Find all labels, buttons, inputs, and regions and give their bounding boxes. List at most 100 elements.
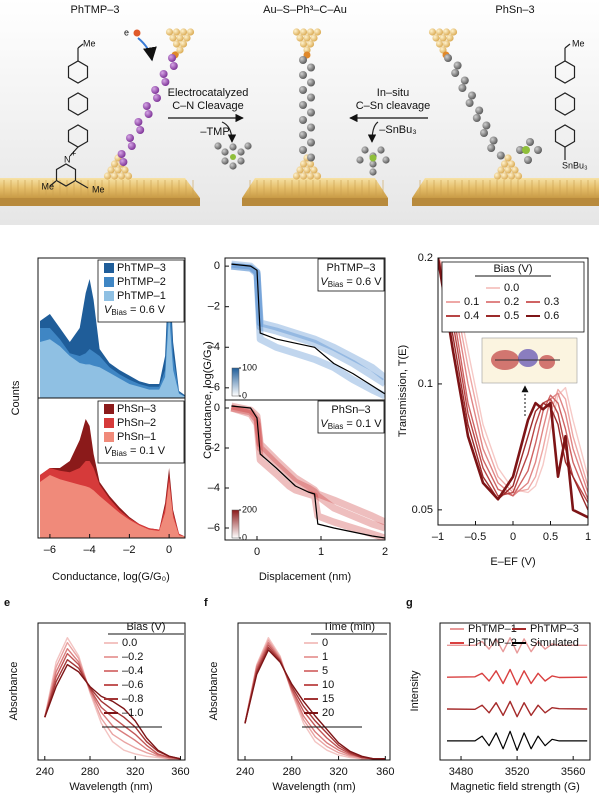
atom-label: + <box>71 148 76 158</box>
colorbar <box>231 367 240 397</box>
atom-label: Me <box>92 184 105 194</box>
legend-label: 0.4 <box>464 310 479 322</box>
y-axis-label: Intensity <box>409 670 421 711</box>
atom <box>313 172 322 180</box>
bias-subscript: Bias <box>111 308 127 317</box>
atom <box>299 160 308 168</box>
atom <box>169 62 178 70</box>
leaving-arrow <box>367 121 379 143</box>
line <box>438 258 588 519</box>
gold-slab <box>242 178 388 198</box>
atom <box>442 28 451 36</box>
atom-label: SnBu₃ <box>562 160 588 170</box>
axes-frame <box>224 399 386 541</box>
atom <box>496 151 505 160</box>
axes-frame <box>37 622 186 761</box>
tin <box>369 154 377 162</box>
legend-label: 0.2 <box>504 296 519 308</box>
legend-label: 0.1 <box>464 296 479 308</box>
atom <box>299 40 308 48</box>
x-tick-label: –1 <box>432 531 444 543</box>
plot-area <box>230 402 385 540</box>
atom <box>176 34 184 42</box>
plot-area <box>40 262 185 398</box>
atom <box>179 40 188 48</box>
atom <box>369 160 377 168</box>
atom <box>303 34 311 42</box>
x-tick-label: –0.5 <box>465 531 486 543</box>
y-axis-label: Absorbance <box>8 662 20 721</box>
line <box>231 262 385 387</box>
electron-label: e <box>124 27 129 37</box>
bias-value: = 0.6 V <box>127 304 166 316</box>
atom <box>307 153 315 162</box>
axes-frame <box>439 622 591 761</box>
plot-area <box>244 637 386 760</box>
atom <box>361 146 369 154</box>
atom <box>142 102 151 110</box>
atom <box>468 91 476 100</box>
legend-label: 20 <box>322 707 334 719</box>
nitrogen <box>230 154 236 160</box>
x-tick-label: –2 <box>123 544 135 556</box>
x-tick-label: –4 <box>84 544 96 556</box>
legend-label: –0.2 <box>122 651 143 663</box>
atom <box>451 69 460 77</box>
line <box>446 668 588 686</box>
atom <box>504 166 512 174</box>
y-tick-label: –6 <box>208 382 220 394</box>
y-tick-label: 0 <box>214 260 220 272</box>
atom <box>489 136 498 145</box>
legend-label: 0.0 <box>504 282 519 294</box>
atom <box>306 172 315 180</box>
ring <box>67 92 89 116</box>
atom <box>169 34 177 42</box>
atom <box>299 101 307 109</box>
atom <box>306 28 315 36</box>
x-tick-label: 360 <box>376 766 394 778</box>
y-axis-label: Absorbance <box>208 662 220 721</box>
plot-area <box>446 637 588 751</box>
atom <box>172 28 181 36</box>
colorbar-label: 100 <box>242 362 257 372</box>
atom <box>117 150 126 158</box>
atom <box>511 166 519 174</box>
atom <box>127 142 136 150</box>
chart-panel: 240 280 320 360 Wavelength (nm) Absorbance f Ti… <box>204 597 395 793</box>
legend-label: 10 <box>322 679 334 691</box>
arrow-label: C–N Cleavage <box>172 100 244 112</box>
atom <box>507 172 516 180</box>
atom <box>449 28 458 36</box>
legend-swatch <box>104 277 114 287</box>
atom <box>310 166 318 174</box>
area <box>40 314 185 398</box>
electron-arrow <box>137 37 157 62</box>
legend-label: –1.0 <box>122 707 143 719</box>
atom <box>110 160 119 168</box>
atom <box>446 34 454 42</box>
line <box>44 648 181 760</box>
bond <box>564 43 571 49</box>
atom <box>432 34 440 42</box>
arrow-label: In–situ <box>377 87 409 99</box>
atom <box>458 84 467 92</box>
atom <box>179 28 188 36</box>
atom <box>121 166 129 174</box>
legend-title: Time (min) <box>323 621 375 633</box>
ring <box>67 60 89 84</box>
atom <box>487 144 496 152</box>
ring <box>554 60 576 84</box>
y-tick-label: 0.2 <box>418 252 433 264</box>
atom <box>136 126 145 134</box>
legend-label: 0.6 <box>544 310 559 322</box>
molecule-title: PhSn–3 <box>495 4 534 16</box>
plot-area <box>438 258 588 519</box>
x-tick-label: 0 <box>254 546 260 558</box>
line <box>231 260 385 381</box>
title-box <box>317 258 385 292</box>
atom <box>356 156 364 164</box>
chart-panel: Counts PhTMP–3 PhTMP–2 PhTMP–1 VBias = 0.6 V <box>10 257 186 415</box>
atom <box>144 110 153 118</box>
atom <box>444 54 452 62</box>
x-tick-label: 360 <box>171 766 189 778</box>
